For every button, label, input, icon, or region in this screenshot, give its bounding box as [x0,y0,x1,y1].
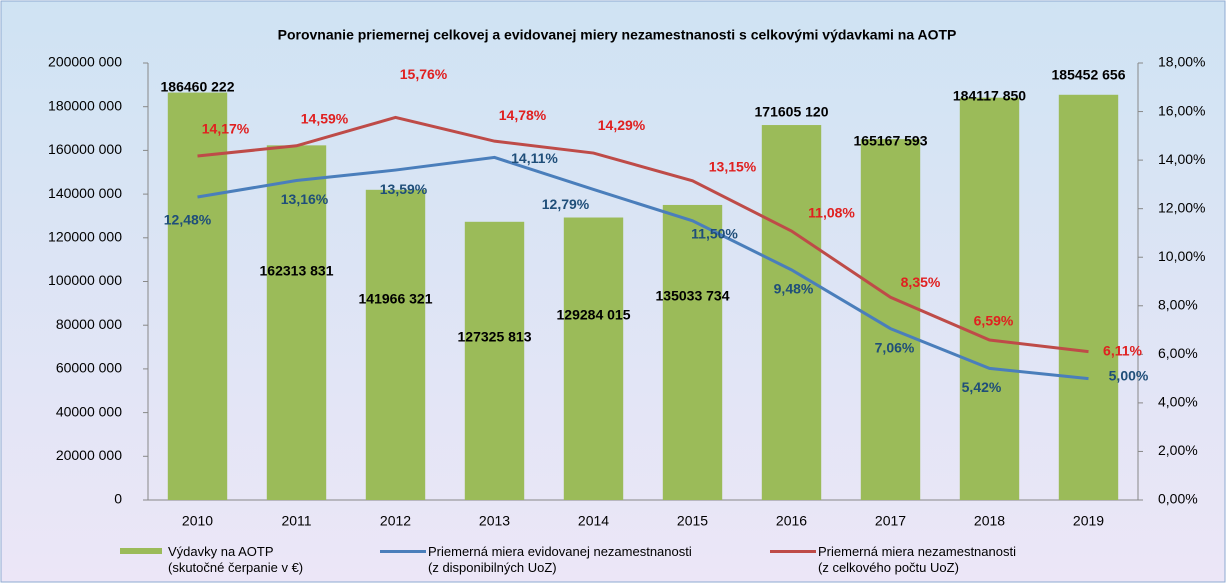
line-value-label: 9,48% [774,281,814,297]
chart-title: Porovnanie priemernej celkovej a evidova… [278,27,957,43]
bar-value-label: 184117 850 [953,88,1026,104]
line [197,115,1089,354]
line-value-label: 5,00% [1109,367,1149,383]
x-tick-label: 2014 [578,513,609,529]
line-value-label: 7,06% [875,339,915,355]
legend-swatch [120,548,162,554]
bar-value-label: 129284 015 [557,307,631,323]
y2-tick-label: 0,00% [1158,491,1198,507]
x-tick-label: 2010 [182,513,213,529]
legend-label: Priemerná miera nezamestnanosti (z celko… [818,544,1016,575]
y-tick-label: 60000 000 [56,360,122,376]
bar-value-label: 141966 321 [359,291,433,307]
y-tick-label: 200000 000 [48,54,122,70]
y2-tick-label: 18,00% [1158,54,1205,70]
line-value-label: 8,35% [901,274,941,290]
x-tick-label: 2016 [776,513,807,529]
line-value-label: 14,29% [598,117,646,133]
y2-tick-label: 16,00% [1158,102,1205,118]
line-value-label: 13,59% [380,181,428,197]
line-value-label: 12,48% [164,212,212,228]
y-tick-label: 0 [114,491,122,507]
legend-label: Výdavky na AOTP (skutočné čerpanie v €) [168,544,304,575]
y-tick-label: 80000 000 [56,316,122,332]
bar [1058,94,1119,500]
bar [266,145,327,500]
line-value-label: 6,59% [974,313,1014,329]
x-tick-label: 2018 [974,513,1005,529]
x-tick-label: 2012 [380,513,411,529]
bar [167,92,228,500]
bar-value-label: 162313 831 [260,263,334,279]
line-value-label: 11,08% [808,205,855,221]
x-tick-label: 2011 [281,513,311,529]
y-tick-label: 20000 000 [56,447,122,463]
y-tick-label: 120000 000 [48,229,122,245]
line-value-label: 13,15% [709,158,757,174]
y2-tick-label: 4,00% [1158,394,1198,410]
line-value-label: 12,79% [542,196,590,212]
y2-tick-label: 14,00% [1158,151,1205,167]
line-value-label: 15,76% [400,66,448,82]
bar [563,217,624,500]
legend-label: Priemerná miera evidovanej nezamestnanos… [428,544,692,575]
bar [365,189,426,500]
bar [959,97,1020,500]
bar-value-label: 171605 120 [755,104,829,120]
bar-value-label: 165167 593 [854,133,928,149]
x-tick-label: 2013 [479,513,510,529]
bar-value-label: 185452 656 [1052,67,1126,83]
bar [761,125,822,500]
y2-tick-label: 6,00% [1158,345,1198,361]
bar [662,204,723,500]
x-tick-label: 2017 [875,513,906,529]
line-value-label: 13,16% [281,191,329,207]
bar-value-label: 127325 813 [458,329,532,345]
line-value-label: 14,59% [301,110,349,126]
y-tick-label: 40000 000 [56,403,122,419]
line-value-label: 14,17% [202,121,250,137]
y-tick-label: 160000 000 [48,141,122,157]
y2-tick-label: 8,00% [1158,296,1198,312]
y2-tick-label: 10,00% [1158,248,1205,264]
legend-swatch [380,550,426,553]
y-tick-label: 100000 000 [48,272,122,288]
y2-tick-label: 12,00% [1158,199,1205,215]
line-value-label: 14,78% [499,107,547,123]
y-tick-label: 180000 000 [48,97,122,113]
y2-tick-label: 2,00% [1158,442,1198,458]
x-tick-label: 2015 [677,513,708,529]
bar-value-label: 186460 222 [161,79,235,95]
y-tick-label: 140000 000 [48,185,122,201]
line-value-label: 5,42% [962,379,1002,395]
legend-swatch [770,550,816,553]
line-value-label: 6,11% [1103,342,1142,358]
line-value-label: 11,50% [691,226,738,242]
x-tick-label: 2019 [1073,513,1104,529]
bar [464,221,525,501]
bar-value-label: 135033 734 [656,288,730,304]
bar [860,139,921,500]
line-value-label: 14,11% [511,150,558,166]
line [197,155,1089,381]
